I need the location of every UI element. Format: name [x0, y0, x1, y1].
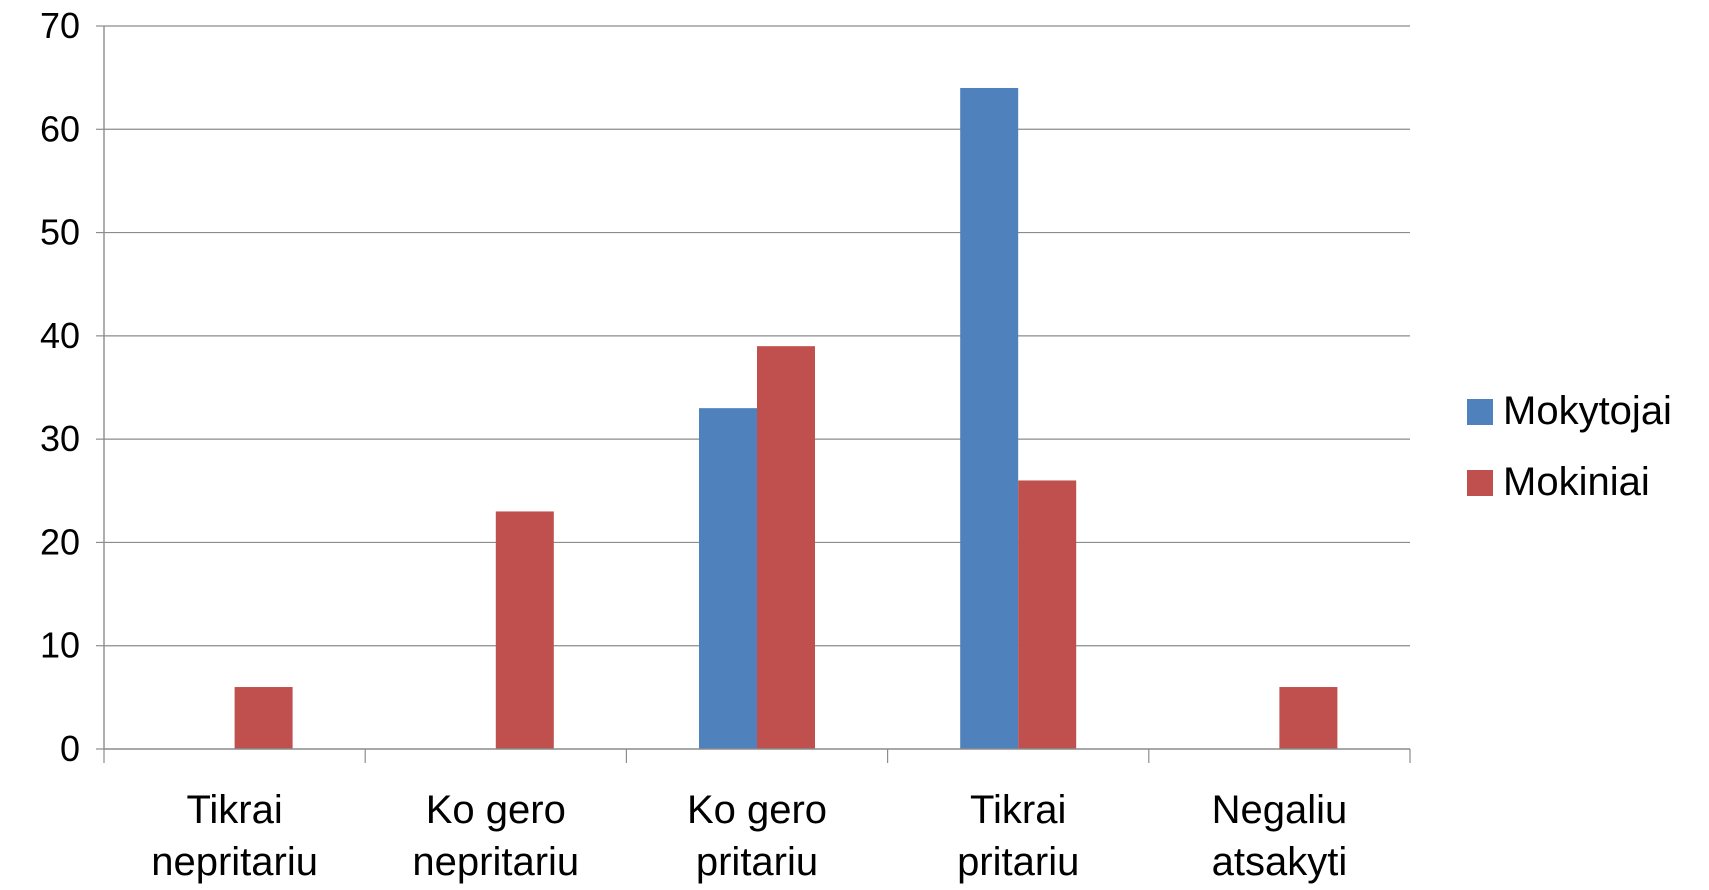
x-category-label: Tikrai	[970, 788, 1066, 832]
y-tick-label: 0	[60, 728, 80, 769]
y-tick-label: 50	[40, 212, 80, 253]
y-tick-label: 70	[40, 5, 80, 46]
bars	[234, 87, 1338, 749]
bar-mokytojai-2	[699, 408, 757, 749]
x-category-label: Negaliu	[1212, 788, 1348, 832]
x-category-label: Ko gero	[687, 788, 827, 832]
y-tick-label: 60	[40, 108, 80, 149]
x-category-label: nepritariu	[151, 840, 318, 884]
legend-swatch-mokiniai	[1467, 470, 1493, 496]
y-tick-labels: 0 10 20 30 40 50 60 70	[40, 5, 80, 769]
bar-mokytojai-3	[960, 87, 1019, 749]
legend-label-mokytojai: Mokytojai	[1503, 389, 1672, 433]
y-tick-label: 30	[40, 418, 80, 459]
bar-mokiniai-4	[1279, 687, 1338, 749]
bar-mokiniai-3	[1018, 480, 1077, 749]
x-category-label: Tikrai	[186, 788, 282, 832]
y-tick-label: 10	[40, 625, 80, 666]
y-tick-label: 40	[40, 315, 80, 356]
x-category-label: atsakyti	[1212, 840, 1348, 884]
x-category-label: pritariu	[957, 840, 1079, 884]
bar-mokiniai-0	[234, 687, 293, 749]
legend: Mokytojai Mokiniai	[1467, 389, 1672, 504]
axes	[96, 25, 1411, 763]
x-category-label: nepritariu	[412, 840, 579, 884]
bar-mokiniai-1	[495, 511, 554, 749]
x-category-label: pritariu	[696, 840, 818, 884]
y-tick-label: 20	[40, 521, 80, 562]
legend-swatch-mokytojai	[1467, 399, 1493, 425]
legend-label-mokiniai: Mokiniai	[1503, 460, 1650, 504]
bar-mokiniai-2	[757, 346, 815, 749]
x-category-label: Ko gero	[426, 788, 566, 832]
x-category-labels: Tikrai nepritariu Ko gero nepritariu Ko gero…	[151, 788, 1347, 884]
